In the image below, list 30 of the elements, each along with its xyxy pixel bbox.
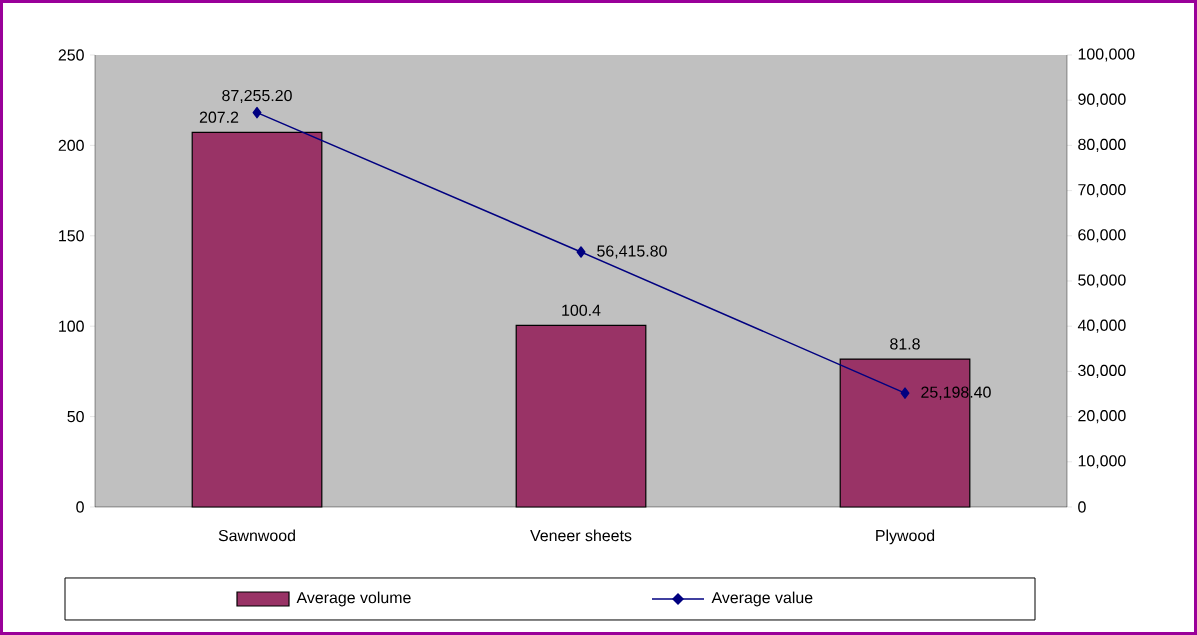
y2-tick-label: 60,000 (1078, 229, 1126, 243)
y-tick-label: 200 (58, 139, 84, 152)
y2-tick-label: 50,000 (1078, 274, 1126, 288)
y-tick-label: 100 (59, 320, 84, 332)
point (900, 387, 910, 399)
y2-tick-label: 100,000 (1078, 48, 1135, 62)
y2-tick-label: 70,000 (1078, 184, 1126, 198)
data-label: 100.4 (562, 304, 601, 316)
y2-tick-label: 90,000 (1078, 93, 1126, 107)
x-tick-label: Sawnwood (218, 529, 295, 542)
legend-label: Average volume (296, 591, 411, 607)
legend-label: Average value (711, 591, 813, 607)
point (252, 106, 262, 119)
x-tick-label: Plywood (876, 529, 935, 545)
data-label: 207.2 (199, 111, 239, 123)
y2-tick-label: 20,000 (1078, 410, 1126, 424)
data-label: 87,255.20 (222, 89, 292, 104)
point (576, 246, 586, 258)
y2-tick-label: 40,000 (1077, 319, 1126, 333)
y2-tick-label: 30,000 (1078, 364, 1126, 378)
y-tick-label: 0 (76, 501, 84, 513)
y-tick-label: 250 (58, 49, 84, 61)
data-label: 56,415.80 (597, 245, 667, 259)
y-tick-label: 150 (59, 230, 84, 242)
data-label: 81.8 (890, 338, 920, 350)
y2-tick-label: 10,000 (1078, 455, 1126, 469)
x-tick-label: Veneer sheets (530, 529, 632, 542)
y-tick-label: 50 (67, 410, 84, 423)
y2-tick-label: 0 (1078, 501, 1086, 513)
y2-tick-label: 80,000 (1078, 138, 1126, 152)
